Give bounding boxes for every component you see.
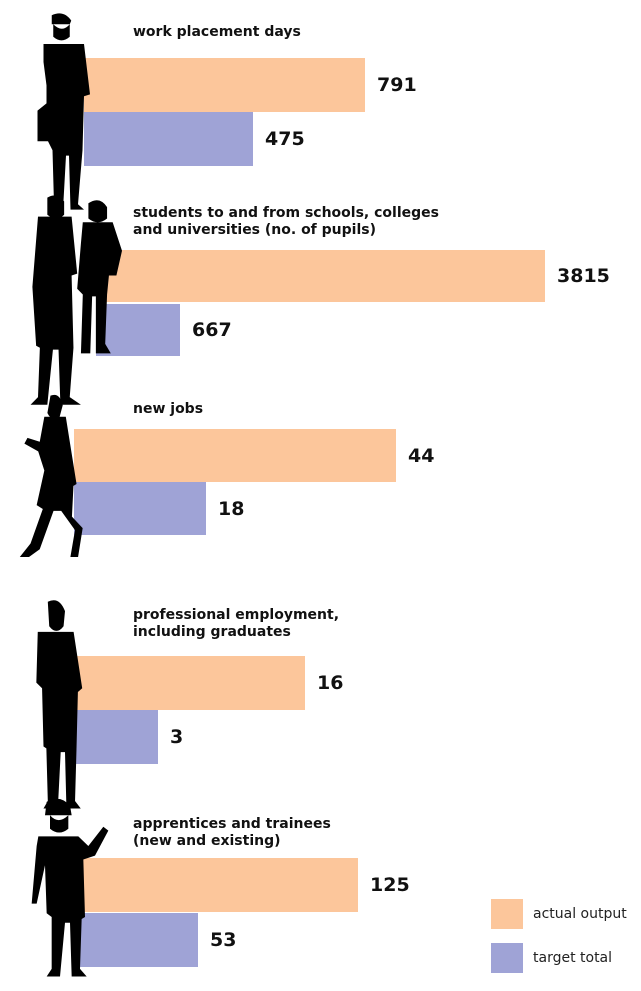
bar-target-total xyxy=(80,913,198,967)
bar-actual-output xyxy=(84,58,365,112)
value-label-actual: 16 xyxy=(317,672,344,694)
panel-title: students to and from schools, colleges an… xyxy=(133,205,439,239)
bar-target-total xyxy=(74,482,206,535)
panel-title: new jobs xyxy=(133,401,203,418)
panel-title-line: professional employment, xyxy=(133,607,340,623)
value-label-actual: 44 xyxy=(408,444,435,467)
panel-title: apprentices and trainees (new and existin… xyxy=(133,816,331,850)
value-label-target: 475 xyxy=(265,128,305,150)
bar-target-total xyxy=(74,710,158,764)
panel-title: work placement days xyxy=(133,24,301,41)
value-label-target: 18 xyxy=(218,497,245,520)
value-label-actual: 3815 xyxy=(557,265,610,287)
panel-title-line: and universities (no. of pupils) xyxy=(133,222,376,238)
legend-label-target-total: target total xyxy=(533,950,613,966)
bar-actual-output xyxy=(74,429,396,482)
panel-title-line: work placement days xyxy=(133,24,301,40)
bar-actual-output xyxy=(80,858,358,912)
legend-label-actual-output: actual output xyxy=(533,906,627,922)
businessman-in-suit-icon xyxy=(36,600,83,809)
panel-title-line: including graduates xyxy=(133,624,291,640)
value-label-actual: 791 xyxy=(377,74,417,96)
panel-title-line: new jobs xyxy=(133,401,204,417)
bar-target-total xyxy=(84,112,253,166)
two-students-icon xyxy=(30,195,122,405)
value-label-target: 3 xyxy=(170,726,184,748)
apprentice-with-drill-icon xyxy=(31,798,109,977)
bar-actual-output xyxy=(96,250,545,302)
worker-with-hardhat-and-bag-icon xyxy=(37,13,90,210)
bar-actual-output xyxy=(74,656,305,710)
panel-title-line: students to and from schools, colleges xyxy=(133,205,439,221)
value-label-target: 53 xyxy=(210,929,237,951)
businesswoman-icon xyxy=(19,394,83,557)
legend-swatch-actual-output xyxy=(491,899,523,929)
panel-title-line: apprentices and trainees xyxy=(133,816,331,832)
value-label-target: 667 xyxy=(192,319,232,341)
panel-title: professional employment, including gradua… xyxy=(133,607,339,641)
bar-target-total xyxy=(96,304,180,356)
panel-title-line: (new and existing) xyxy=(133,833,281,849)
legend-swatch-target-total xyxy=(491,943,523,973)
value-label-actual: 125 xyxy=(370,874,410,896)
